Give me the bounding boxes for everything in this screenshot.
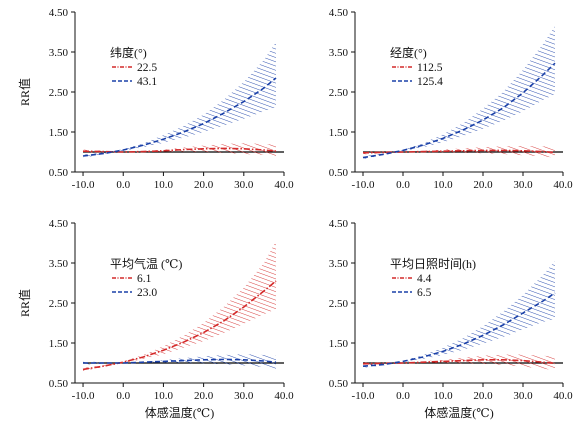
y-tick-label: 2.50 [49, 87, 69, 99]
x-tick-label: 10.0 [154, 390, 174, 402]
x-tick-label: 10.0 [433, 390, 453, 402]
x-tick-label: 40.0 [553, 179, 573, 191]
legend-title: 平均日照时间(h) [390, 257, 476, 271]
x-tick-label: 0.0 [116, 179, 130, 191]
y-tick-label: 0.50 [49, 167, 69, 179]
chart-panel-3: 0.50 1.50 2.50 3.50 4.50 -10.0 0.0 10.0 20.0 30.0… [17, 218, 294, 420]
x-tick-label: 20.0 [473, 390, 493, 402]
x-tick-label: 10.0 [433, 179, 453, 191]
series-line-1 [82, 280, 277, 371]
x-tick-label: 30.0 [234, 179, 254, 191]
y-tick-label: 2.50 [329, 87, 349, 99]
y-tick-label: 3.50 [329, 258, 349, 270]
y-tick-label: 3.50 [49, 258, 69, 270]
series-line-2 [82, 77, 277, 157]
y-tick-label: 4.50 [49, 218, 69, 230]
series-line-2 [362, 62, 556, 159]
legend-label-2: 125.4 [417, 76, 443, 88]
x-tick-label: 30.0 [234, 390, 254, 402]
legend-label-2: 43.1 [137, 76, 157, 88]
ci-band-series-1 [83, 241, 276, 371]
y-tick-label: 3.50 [49, 47, 69, 59]
legend-title: 平均气温 (℃) [110, 256, 182, 271]
series-line-1 [82, 147, 277, 153]
legend-label-1: 4.4 [417, 273, 432, 285]
y-tick-label: 4.50 [329, 218, 349, 230]
ci-band-series-2 [363, 26, 555, 160]
ci-band-series-1 [363, 146, 555, 158]
series-line-1 [362, 359, 556, 365]
y-tick-label: 0.50 [329, 167, 349, 179]
x-axis-label: 体感温度(℃) [424, 405, 493, 420]
y-tick-label: 2.50 [49, 298, 69, 310]
ci-band-series-2 [83, 42, 276, 158]
y-tick-label: 0.50 [329, 378, 349, 390]
series-line-1 [362, 149, 556, 154]
y-tick-label: 1.50 [329, 127, 349, 139]
x-tick-label: -10.0 [352, 179, 375, 191]
y-tick-label: 1.50 [49, 338, 69, 350]
x-tick-label: 40.0 [274, 390, 294, 402]
x-tick-label: 0.0 [396, 390, 410, 402]
legend-title: 纬度(°) [110, 45, 147, 60]
legend-label-1: 6.1 [137, 273, 152, 285]
legend-label-2: 6.5 [417, 287, 432, 299]
chart-panel-4: 0.50 1.50 2.50 3.50 4.50 -10.0 0.0 10.0 20.0 30.0… [329, 218, 573, 420]
y-tick-label: 1.50 [329, 338, 349, 350]
y-tick-label: 2.50 [329, 298, 349, 310]
x-tick-label: -10.0 [352, 390, 375, 402]
chart-panel-2: 0.50 1.50 2.50 3.50 4.50 -10.0 0.0 10.0 20.0 30.0… [329, 7, 573, 191]
x-tick-label: 40.0 [553, 390, 573, 402]
ci-band-series-1 [363, 354, 555, 371]
x-tick-label: 0.0 [396, 179, 410, 191]
x-tick-label: 0.0 [116, 390, 130, 402]
legend-label-2: 23.0 [137, 287, 157, 299]
chart-panel-1: 0.50 1.50 2.50 3.50 4.50 -10.0 0.0 10.0 20.0 30.0… [17, 7, 294, 191]
x-axis-label: 体感温度(℃) [145, 405, 214, 420]
legend-label-1: 112.5 [417, 62, 443, 74]
legend-title: 经度(°) [390, 45, 427, 60]
x-tick-label: 20.0 [473, 179, 493, 191]
x-tick-label: -10.0 [72, 390, 95, 402]
y-tick-label: 3.50 [329, 47, 349, 59]
x-tick-label: 30.0 [513, 179, 533, 191]
y-axis-label: RR值 [17, 78, 32, 106]
y-tick-label: 4.50 [49, 7, 69, 19]
x-tick-label: 40.0 [274, 179, 294, 191]
x-tick-label: 20.0 [194, 179, 214, 191]
ci-band-series-2 [363, 261, 555, 368]
y-axis-label: RR值 [17, 289, 32, 317]
x-tick-label: -10.0 [72, 179, 95, 191]
y-tick-label: 4.50 [329, 7, 349, 19]
x-tick-label: 10.0 [154, 179, 174, 191]
legend-label-1: 22.5 [137, 62, 157, 74]
series-line-2 [362, 292, 556, 367]
y-tick-label: 1.50 [49, 127, 69, 139]
series-line-2 [83, 358, 277, 364]
x-tick-label: 20.0 [194, 390, 214, 402]
x-tick-label: 30.0 [513, 390, 533, 402]
y-tick-label: 0.50 [49, 378, 69, 390]
